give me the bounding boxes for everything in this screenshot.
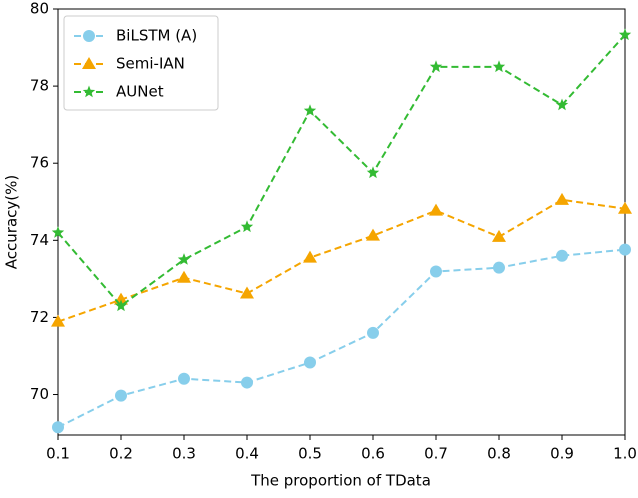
data-point	[555, 192, 569, 205]
data-point	[303, 250, 317, 263]
legend-marker	[82, 85, 96, 98]
data-point	[492, 229, 506, 242]
y-tick-label: 76	[30, 154, 49, 172]
y-axis-label: Accuracy(%)	[3, 175, 21, 269]
y-tick-label: 72	[30, 308, 49, 326]
data-point	[429, 60, 443, 73]
x-tick-label: 0.2	[109, 445, 133, 463]
legend-label: BiLSTM (A)	[116, 27, 197, 45]
legend-label: AUNet	[116, 83, 164, 101]
data-point	[492, 60, 506, 73]
x-tick-label: 0.6	[361, 445, 385, 463]
data-point	[618, 201, 632, 214]
series-line	[58, 198, 625, 323]
x-axis-label: The proportion of TData	[250, 472, 431, 490]
x-tick-label: 0.4	[235, 445, 259, 463]
x-tick-label: 0.1	[46, 445, 70, 463]
data-point	[52, 421, 64, 434]
data-point	[619, 243, 631, 256]
data-point	[556, 249, 568, 262]
legend-label: Semi-IAN	[116, 55, 185, 73]
plot-frame	[57, 8, 626, 436]
data-point	[304, 356, 316, 369]
data-point	[429, 203, 443, 216]
y-tick-label: 70	[30, 385, 49, 403]
data-point	[366, 166, 380, 179]
x-tick-label: 0.7	[424, 445, 448, 463]
data-point	[177, 253, 191, 265]
legend-marker	[82, 57, 96, 69]
x-tick-label: 0.5	[298, 445, 322, 463]
data-point	[555, 98, 569, 111]
data-point	[618, 28, 632, 41]
data-point	[114, 299, 128, 312]
y-tick-label: 78	[30, 77, 49, 95]
y-tick-label: 74	[30, 231, 49, 249]
x-tick-label: 0.3	[172, 445, 196, 463]
data-point	[51, 226, 65, 238]
legend-box	[63, 15, 219, 111]
data-point	[367, 326, 379, 339]
x-tick-label: 1.0	[613, 445, 637, 463]
data-point	[115, 389, 127, 402]
x-tick-label: 0.9	[550, 445, 574, 463]
data-point	[51, 314, 65, 327]
data-point	[303, 104, 317, 116]
data-point	[493, 261, 505, 274]
data-point	[366, 228, 380, 241]
data-point	[240, 286, 254, 299]
series-line	[58, 248, 625, 429]
data-point	[430, 265, 442, 278]
data-point	[240, 220, 254, 233]
x-tick-label: 0.8	[487, 445, 511, 463]
data-point	[178, 372, 190, 385]
data-point	[241, 376, 253, 389]
data-point	[177, 270, 191, 283]
legend-marker	[83, 30, 95, 42]
y-tick-label: 80	[30, 0, 49, 18]
series-line	[58, 34, 625, 308]
